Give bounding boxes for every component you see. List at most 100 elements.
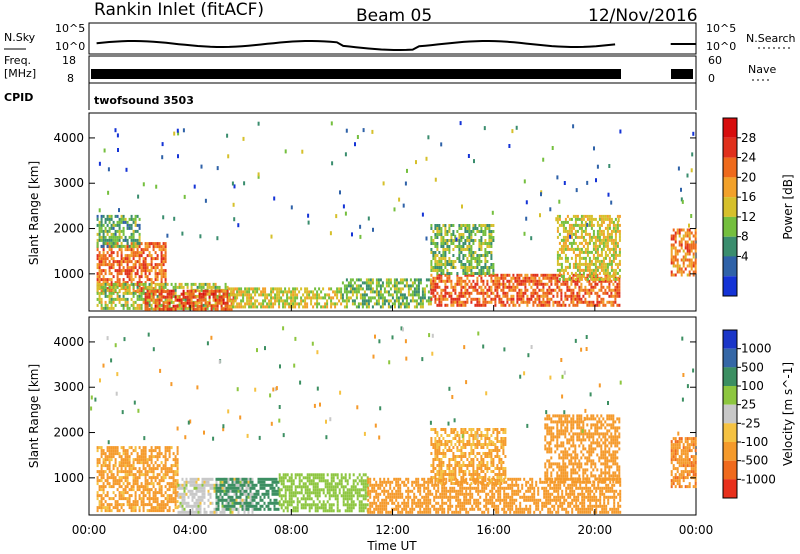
power-cell [488,272,491,275]
velocity-cell [298,473,301,477]
power-cell [306,290,309,294]
velocity-cell [332,494,335,498]
power-cell [186,282,189,286]
power-cell [421,212,424,217]
power-cell [114,229,117,233]
power-cell [454,234,457,239]
velocity-cell [102,482,105,486]
velocity-cell [346,482,349,486]
power-cell [524,276,527,280]
velocity-cell [284,491,287,495]
power-cell [126,282,129,286]
power-cell [106,303,109,307]
power-cell [566,285,569,289]
power-cell [450,300,453,304]
power-cell [110,238,113,242]
power-cell [160,307,163,311]
power-cell [434,236,437,239]
velocity-cell [118,482,121,486]
power-cell [604,214,607,218]
power-cell [138,241,141,245]
power-cell [440,263,443,266]
power-cell [359,296,362,300]
power-cell [560,223,563,227]
velocity-cell [150,446,153,450]
power-cell [474,272,477,275]
power-cell [427,278,430,282]
power-cell [172,289,175,293]
power-cell [460,303,463,307]
velocity-cell [369,495,372,499]
power-cell [460,227,463,230]
velocity-cell [114,500,117,504]
velocity-cell [346,497,349,501]
power-cell [387,299,390,303]
power-cell [564,241,567,245]
power-cell [208,291,211,295]
velocity-cell [290,476,293,480]
power-cell [496,285,499,289]
velocity-cell [195,492,198,496]
velocity-cell [346,509,349,513]
power-cell [130,269,133,273]
power-cell [590,226,593,230]
velocity-cell [336,476,339,480]
power-cell [596,229,599,233]
velocity-cell [219,486,222,490]
power-cell [96,288,99,292]
power-cell [146,254,149,258]
power-cell [148,245,151,249]
power-cell [446,303,449,307]
power-cell [150,260,153,264]
velocity-cell [164,464,167,468]
power-cell [602,232,605,236]
power-cell [508,144,511,148]
velocity-cell [152,455,155,459]
power-cell [316,296,319,300]
power-cell [96,291,99,295]
velocity-cell [308,509,311,513]
velocity-cell [328,488,331,492]
power-cell [434,233,437,236]
power-cell [202,303,205,307]
power-cell [138,254,141,258]
power-cell [397,287,400,291]
power-cell [134,229,137,233]
power-cell [112,306,115,310]
power-cell [502,300,505,304]
power-cell [688,273,691,277]
velocity-cell [160,488,163,492]
velocity-cell [140,482,143,486]
velocity-cell [126,500,129,504]
velocity-cell [290,500,293,504]
power-cell [391,302,394,306]
power-cell [478,272,481,275]
velocity-cell [277,489,280,493]
velocity-cell [211,483,214,487]
power-cell [478,248,481,251]
power-y-axis-label: Slant Range [km] [27,161,41,265]
power-cell [104,272,107,276]
power-cell [282,302,285,306]
velocity-cell [342,476,345,480]
power-cell [566,288,569,292]
power-cell [330,296,333,300]
velocity-cell [120,476,123,480]
velocity-cell [120,446,123,450]
power-cell [474,257,477,260]
power-cell [194,307,197,311]
power-cell [100,285,103,289]
velocity-cell [330,509,333,513]
power-cell [270,234,273,239]
power-cell [570,279,573,283]
velocity-cell [249,498,252,502]
velocity-cell [102,458,105,462]
power-cell [586,277,589,281]
velocity-cell [261,480,264,484]
power-cell [224,282,227,286]
power-cell [134,300,137,304]
power-cell [450,279,453,283]
power-cell [610,229,613,233]
power-cell [596,232,599,236]
velocity-cell [138,470,141,474]
